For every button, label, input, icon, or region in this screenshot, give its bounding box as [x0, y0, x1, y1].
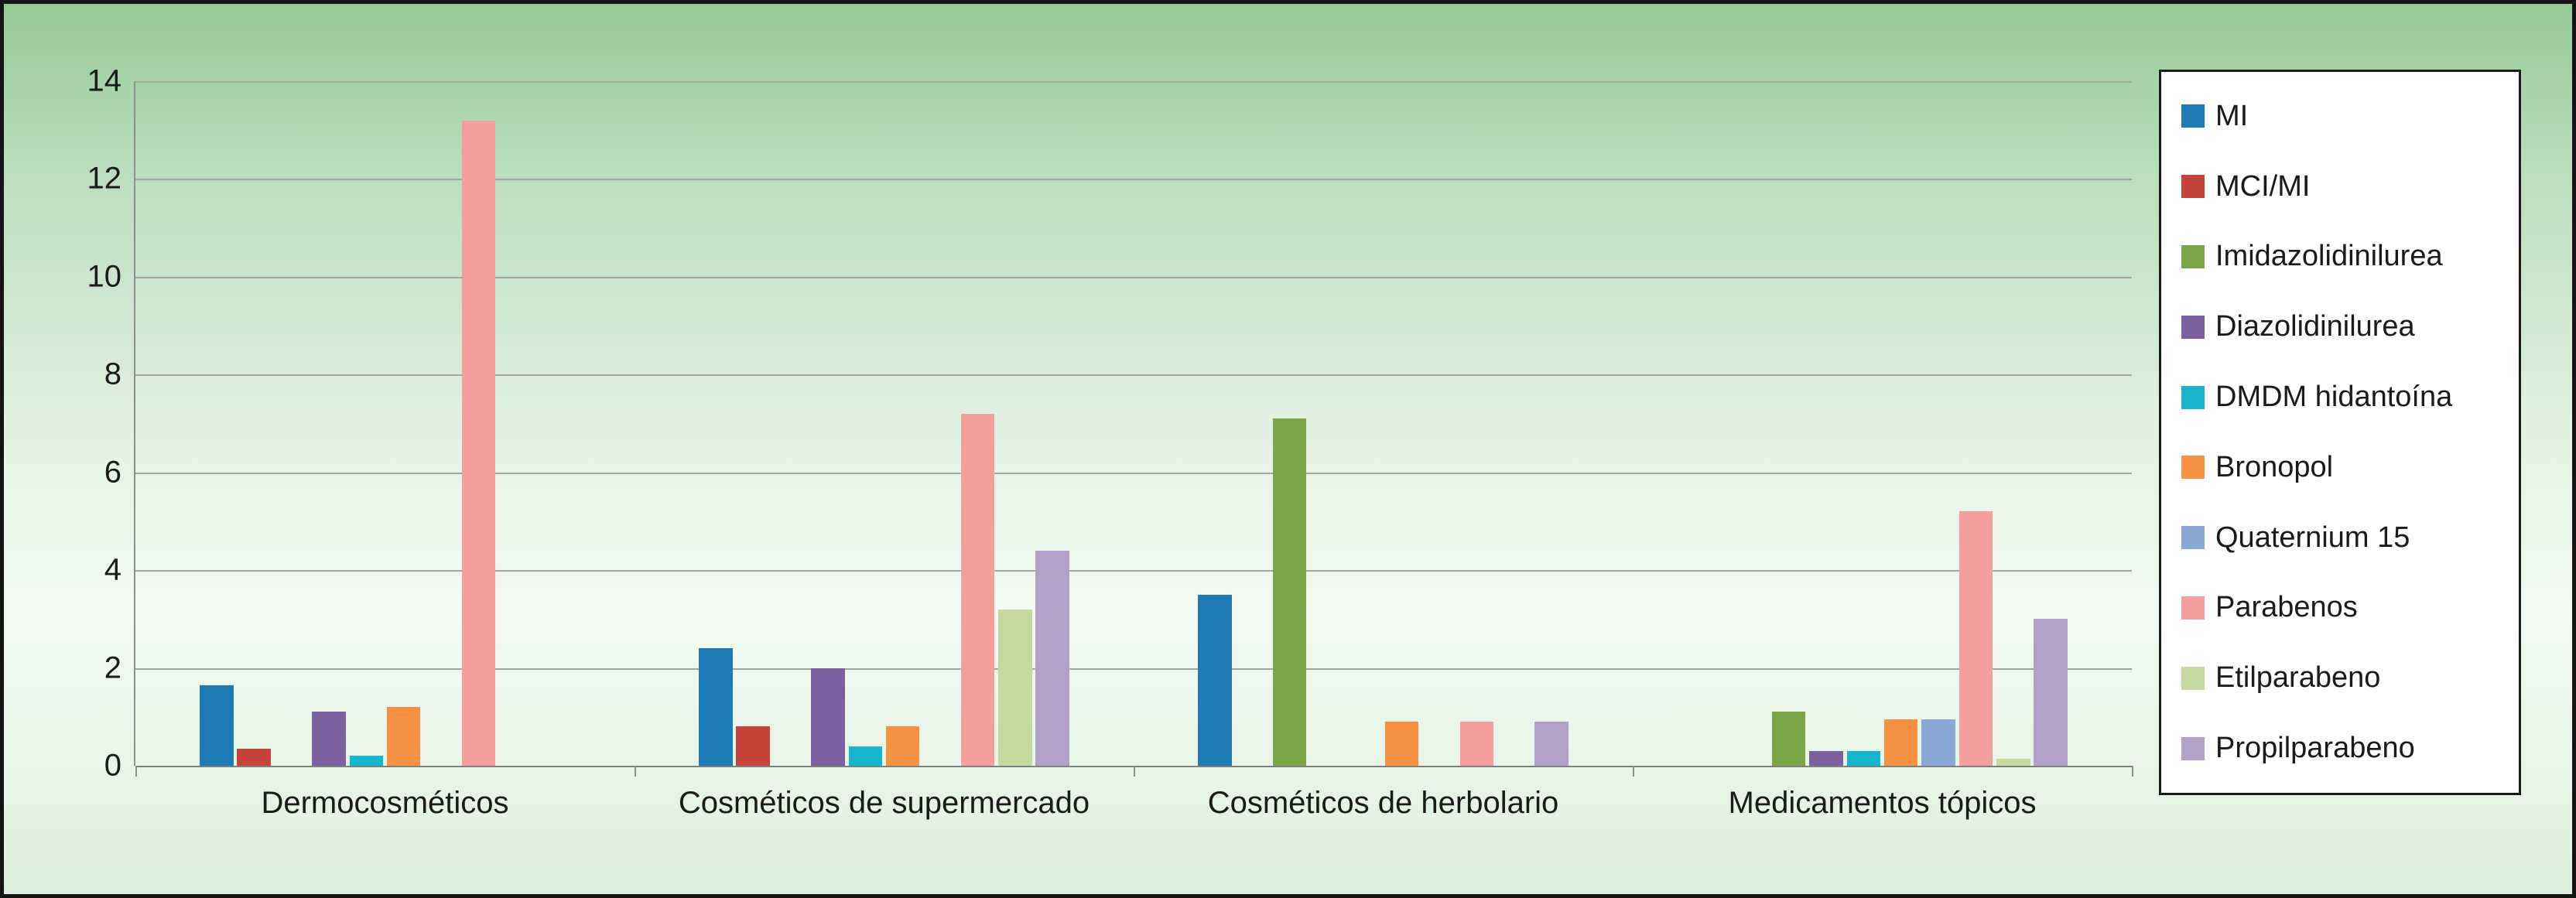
bar-mci-mi — [736, 726, 770, 766]
legend-swatch — [2181, 526, 2205, 550]
gridline — [135, 668, 2132, 670]
bar-diazolidinilurea — [312, 712, 346, 766]
x-tick — [635, 766, 636, 777]
bar-propilparabeno — [1534, 722, 1569, 766]
legend-item: Propilparabeno — [2181, 732, 2519, 765]
bar-dmdm-hidanto-na — [848, 746, 883, 766]
legend-item: Parabenos — [2181, 591, 2519, 624]
y-tick-label: 14 — [87, 63, 122, 98]
y-tick-label: 8 — [104, 357, 121, 391]
legend-label: MI — [2215, 99, 2249, 132]
legend-label: DMDM hidantoína — [2215, 381, 2453, 414]
bar-diazolidinilurea — [811, 668, 845, 766]
bar-parabenos — [1459, 722, 1494, 766]
bar-mi — [699, 648, 733, 766]
legend-label: Imidazolidinilurea — [2215, 240, 2443, 273]
bar-parabenos — [1959, 511, 1993, 766]
legend-swatch — [2181, 315, 2205, 339]
bar-dmdm-hidanto-na — [1846, 751, 1881, 766]
bar-mi — [200, 685, 234, 766]
x-tick — [2132, 766, 2133, 777]
legend-item: Bronopol — [2181, 451, 2519, 484]
gridline — [135, 374, 2132, 377]
legend-label: Propilparabeno — [2215, 732, 2415, 765]
legend-swatch — [2181, 596, 2205, 620]
bar-quaternium-15 — [1921, 719, 1955, 766]
legend-item: MI — [2181, 100, 2519, 133]
bar-bronopol — [885, 726, 920, 766]
legend-swatch — [2181, 456, 2205, 480]
legend-swatch — [2181, 244, 2205, 268]
bar-propilparabeno — [1035, 550, 1069, 766]
y-tick-label: 10 — [87, 259, 122, 294]
bar-diazolidinilurea — [1809, 751, 1843, 766]
y-tick-label: 6 — [104, 455, 121, 490]
legend-item: Imidazolidinilurea — [2181, 240, 2519, 273]
x-tick — [1134, 766, 1135, 777]
legend-label: Quaternium 15 — [2215, 521, 2410, 554]
category-label: Cosméticos de supermercado — [678, 786, 1090, 820]
y-tick-label: 0 — [104, 748, 121, 783]
legend-label: Parabenos — [2215, 591, 2358, 624]
x-tick — [135, 766, 137, 777]
legend-item: Diazolidinilurea — [2181, 310, 2519, 343]
legend-item: Etilparabeno — [2181, 661, 2519, 695]
legend-swatch — [2181, 175, 2205, 199]
bar-dmdm-hidanto-na — [349, 756, 384, 766]
y-tick-label: 4 — [104, 552, 121, 587]
gridline — [135, 179, 2132, 181]
legend-swatch — [2181, 385, 2205, 409]
y-tick-label: 2 — [104, 650, 121, 685]
y-axis-line — [134, 81, 135, 766]
bar-mci-mi — [237, 748, 271, 766]
gridline — [135, 570, 2132, 572]
legend-item: DMDM hidantoína — [2181, 381, 2519, 414]
bar-bronopol — [1883, 719, 1918, 766]
legend-label: Diazolidinilurea — [2215, 310, 2415, 343]
y-tick-label: 12 — [87, 161, 122, 196]
bar-mi — [1198, 594, 1232, 766]
bar-imidazolidinilurea — [1771, 712, 1806, 766]
legend-label: Bronopol — [2215, 450, 2334, 483]
x-tick — [1633, 766, 1634, 777]
legend-label: Etilparabeno — [2215, 661, 2381, 695]
bar-parabenos — [960, 413, 995, 766]
legend-item: MCI/MI — [2181, 170, 2519, 203]
legend-swatch — [2181, 736, 2205, 760]
category-label: Medicamentos tópicos — [1728, 786, 2037, 820]
bar-parabenos — [461, 120, 496, 766]
category-label: Dermocosméticos — [261, 786, 509, 820]
bar-bronopol — [386, 707, 421, 766]
legend-item: Quaternium 15 — [2181, 521, 2519, 555]
bar-bronopol — [1384, 722, 1419, 766]
bar-etilparabeno — [998, 609, 1032, 766]
bar-etilparabeno — [1996, 758, 2030, 766]
gridline — [135, 276, 2132, 278]
legend: MI MCI/MI Imidazolidinilurea Diazolidinilur… — [2159, 70, 2521, 795]
bar-imidazolidinilurea — [1272, 418, 1307, 766]
legend-swatch — [2181, 666, 2205, 690]
legend-swatch — [2181, 104, 2205, 128]
gridline — [135, 81, 2132, 83]
gridline — [135, 472, 2132, 474]
legend-label: MCI/MI — [2215, 169, 2311, 203]
bar-propilparabeno — [2034, 619, 2068, 766]
plot-area: 0 2 4 6 8 10 12 14 Dermocosméticos Cosméticos de … — [87, 64, 2133, 820]
category-label: Cosméticos de herbolario — [1207, 786, 1559, 820]
